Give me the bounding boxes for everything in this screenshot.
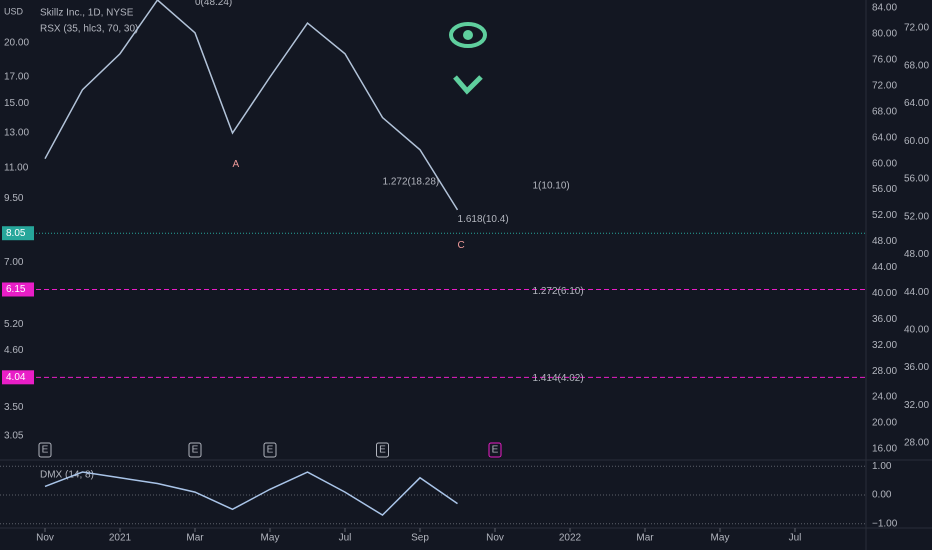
pupil [463, 30, 473, 40]
x-tick-label: Mar [186, 533, 204, 544]
x-tick-label: 2022 [559, 533, 582, 544]
x-tick-label: Jul [339, 533, 352, 544]
annotation: 1.414(4.02) [533, 373, 584, 384]
x-tick-label: Nov [36, 533, 54, 544]
annotation: 1.272(6.10) [533, 286, 584, 297]
annotation: 1(10.10) [533, 180, 570, 191]
earnings-label: E [492, 445, 499, 456]
rsx-tick-label: 52.00 [872, 210, 897, 221]
price-level-label: 8.05 [6, 228, 26, 239]
y-tick-label: 13.00 [4, 128, 29, 139]
rsx-tick-label: 72.00 [904, 23, 929, 34]
series-line [44, 0, 459, 211]
y-tick-label: 20.00 [4, 38, 29, 49]
rsx-tick-label: 40.00 [904, 324, 929, 335]
rsx-tick-label: 80.00 [872, 29, 897, 40]
y-tick-label: 9.50 [4, 193, 24, 204]
earnings-label: E [42, 445, 49, 456]
rsx-tick-label: 28.00 [872, 366, 897, 377]
rsx-tick-label: 32.00 [904, 400, 929, 411]
rsx-tick-label: 68.00 [872, 106, 897, 117]
dmx-title: DMX (14, 8) [40, 470, 94, 481]
y-tick-label: 15.00 [4, 98, 29, 109]
rsx-tick-label: 56.00 [904, 174, 929, 185]
y-tick-label: 0.00 [872, 490, 892, 501]
x-tick-label: Sep [411, 533, 429, 544]
series-line [44, 471, 458, 517]
price-level-tag [2, 226, 34, 241]
rsx-tick-label: 20.00 [872, 418, 897, 429]
earnings-box [488, 442, 502, 458]
rsx-tick-label: 52.00 [904, 211, 929, 222]
annotation: C [458, 240, 465, 251]
annotation: A [233, 159, 240, 170]
earnings-box [376, 442, 389, 458]
rsx-tick-label: 56.00 [872, 184, 897, 195]
rsx-tick-label: 28.00 [904, 438, 929, 449]
earnings-label: E [192, 445, 199, 456]
price-level-label: 4.04 [6, 372, 26, 383]
x-tick-label: May [261, 533, 280, 544]
rsx-tick-label: 40.00 [872, 288, 897, 299]
x-tick-label: 2021 [109, 533, 132, 544]
annotation: 1.618(10.4) [458, 214, 509, 225]
rsx-tick-label: 44.00 [904, 287, 929, 298]
y-tick-label: 3.50 [4, 402, 24, 413]
x-tick-label: May [711, 533, 730, 544]
rsx-tick-label: 36.00 [872, 314, 897, 325]
price-level-label: 6.15 [6, 284, 26, 295]
eye [449, 22, 487, 48]
y-tick-label: −1.00 [872, 518, 898, 529]
rsx-tick-label: 84.00 [872, 3, 897, 14]
rsx-tick-label: 24.00 [872, 392, 897, 403]
chart-title: Skillz Inc., 1D, NYSE [40, 8, 134, 19]
rsx-tick-label: 48.00 [904, 249, 929, 260]
earnings-label: E [267, 445, 274, 456]
rsx-tick-label: 72.00 [872, 80, 897, 91]
rsx-tick-label: 64.00 [904, 98, 929, 109]
y-tick-label: 5.20 [4, 319, 24, 330]
y-tick-label: 17.00 [4, 72, 29, 83]
price-level-tag [2, 370, 34, 385]
earnings-box [38, 442, 52, 458]
rsx-tick-label: 32.00 [872, 340, 897, 351]
earnings-box [188, 442, 202, 458]
y-tick-label: 3.05 [4, 431, 24, 442]
y-tick-label: 7.00 [4, 257, 24, 268]
rsx-tick-label: 60.00 [872, 158, 897, 169]
x-tick-label: Jul [789, 533, 802, 544]
rsx-tick-label: 68.00 [904, 60, 929, 71]
rsx-tick-label: 48.00 [872, 236, 897, 247]
y-tick-label: 4.60 [4, 345, 24, 356]
rsx-tick-label: 44.00 [872, 262, 897, 273]
eye-icon[interactable] [449, 22, 487, 48]
earnings-box [263, 442, 277, 458]
y-tick-label: 1.00 [872, 461, 892, 472]
rsx-tick-label: 16.00 [872, 444, 897, 455]
indicator-title: RSX (35, hlc3, 70, 30) [40, 24, 138, 35]
annotation: 1.272(18.28) [383, 176, 440, 187]
rsx-tick-label: 64.00 [872, 132, 897, 143]
x-tick-label: Mar [636, 533, 654, 544]
price-level-tag [2, 282, 34, 297]
annotation: 0(48.24) [195, 0, 232, 8]
x-tick-label: Nov [486, 533, 504, 544]
rsx-tick-label: 36.00 [904, 362, 929, 373]
y-tick-label: 11.00 [4, 163, 29, 174]
check-icon [453, 75, 483, 95]
currency: USD [4, 6, 24, 16]
rsx-tick-label: 60.00 [904, 136, 929, 147]
earnings-label: E [379, 445, 386, 456]
rsx-tick-label: 76.00 [872, 54, 897, 65]
